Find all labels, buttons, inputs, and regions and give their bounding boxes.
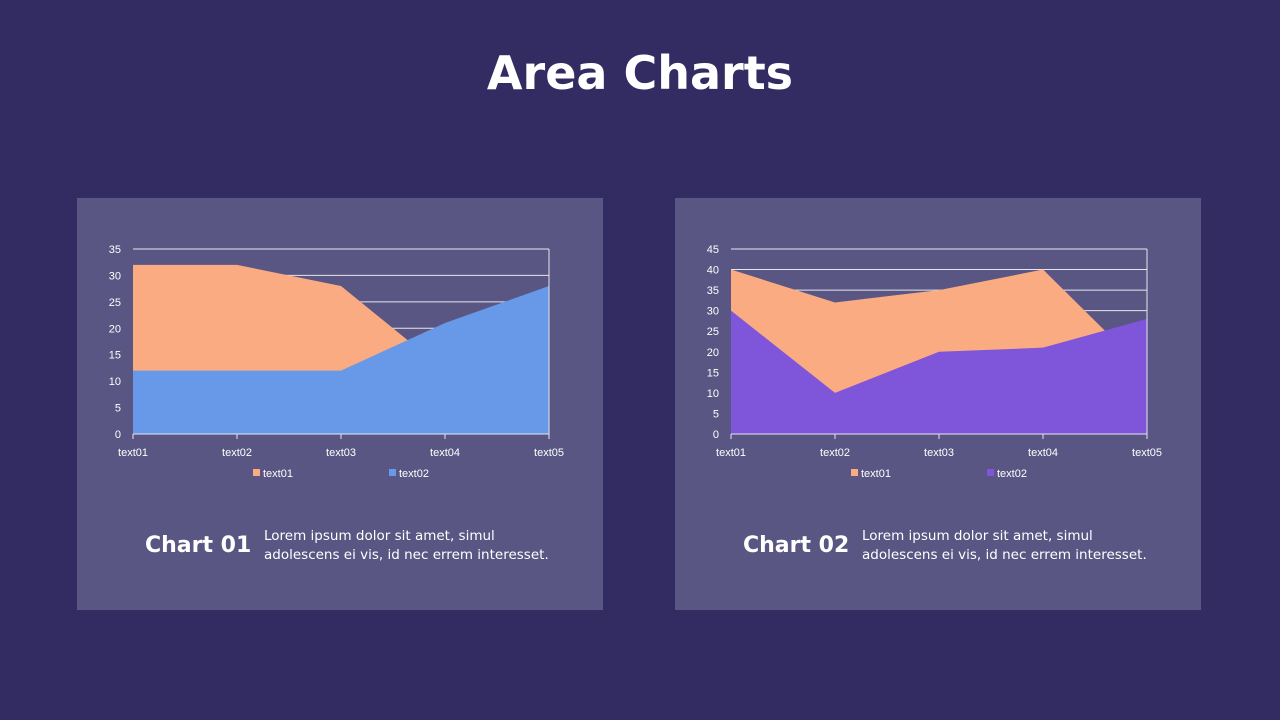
legend-swatch xyxy=(389,469,396,476)
legend-swatch xyxy=(987,469,994,476)
legend-label: text01 xyxy=(861,468,891,480)
chart-description: Lorem ipsum dolor sit amet, simul adoles… xyxy=(264,528,549,563)
legend-swatch xyxy=(253,469,260,476)
y-tick-label: 45 xyxy=(707,244,719,256)
y-tick-label: 5 xyxy=(713,408,719,420)
legend-label: text02 xyxy=(399,468,429,480)
y-tick-label: 25 xyxy=(109,297,121,309)
legend-label: text01 xyxy=(263,468,293,480)
area-series-2 xyxy=(133,286,549,434)
y-tick-label: 20 xyxy=(707,347,719,359)
x-tick-label: text01 xyxy=(716,447,746,459)
chart-caption: Chart 02 xyxy=(743,533,850,558)
y-tick-label: 0 xyxy=(115,429,121,441)
x-tick-label: text05 xyxy=(534,447,564,459)
y-tick-label: 5 xyxy=(115,403,121,415)
x-tick-label: text03 xyxy=(924,447,954,459)
y-tick-label: 20 xyxy=(109,323,121,335)
chart-panel-2: 0 5 10 15 20 25 30 35 40 45 text01 text02 text03 text… xyxy=(675,198,1201,610)
x-tick-label: text01 xyxy=(118,447,148,459)
y-tick-label: 35 xyxy=(109,244,121,256)
x-tick-label: text02 xyxy=(222,447,252,459)
y-tick-label: 25 xyxy=(707,326,719,338)
x-tick-label: text05 xyxy=(1132,447,1162,459)
x-tick-label: text04 xyxy=(1028,447,1058,459)
page-title: Area Charts xyxy=(486,46,794,100)
area-series-2 xyxy=(731,310,1147,434)
chart-caption: Chart 01 xyxy=(145,533,252,558)
y-tick-label: 15 xyxy=(707,367,719,379)
area-chart-2: 0 5 10 15 20 25 30 35 40 45 text01 text02 text03 text… xyxy=(707,244,1162,480)
y-tick-label: 10 xyxy=(109,376,121,388)
y-tick-label: 35 xyxy=(707,285,719,297)
y-tick-label: 10 xyxy=(707,388,719,400)
y-tick-label: 0 xyxy=(713,429,719,441)
x-tick-label: text02 xyxy=(820,447,850,459)
y-tick-label: 30 xyxy=(109,270,121,282)
y-tick-label: 40 xyxy=(707,265,719,277)
x-tick-label: text04 xyxy=(430,447,460,459)
legend-label: text02 xyxy=(997,468,1027,480)
legend-swatch xyxy=(851,469,858,476)
chart-description: Lorem ipsum dolor sit amet, simul adoles… xyxy=(862,528,1147,563)
y-tick-label: 15 xyxy=(109,350,121,362)
chart-panel-1: 0 5 10 15 20 25 30 35 text01 text02 text03 text04 te… xyxy=(77,198,603,610)
x-tick-label: text03 xyxy=(326,447,356,459)
y-tick-label: 30 xyxy=(707,306,719,318)
